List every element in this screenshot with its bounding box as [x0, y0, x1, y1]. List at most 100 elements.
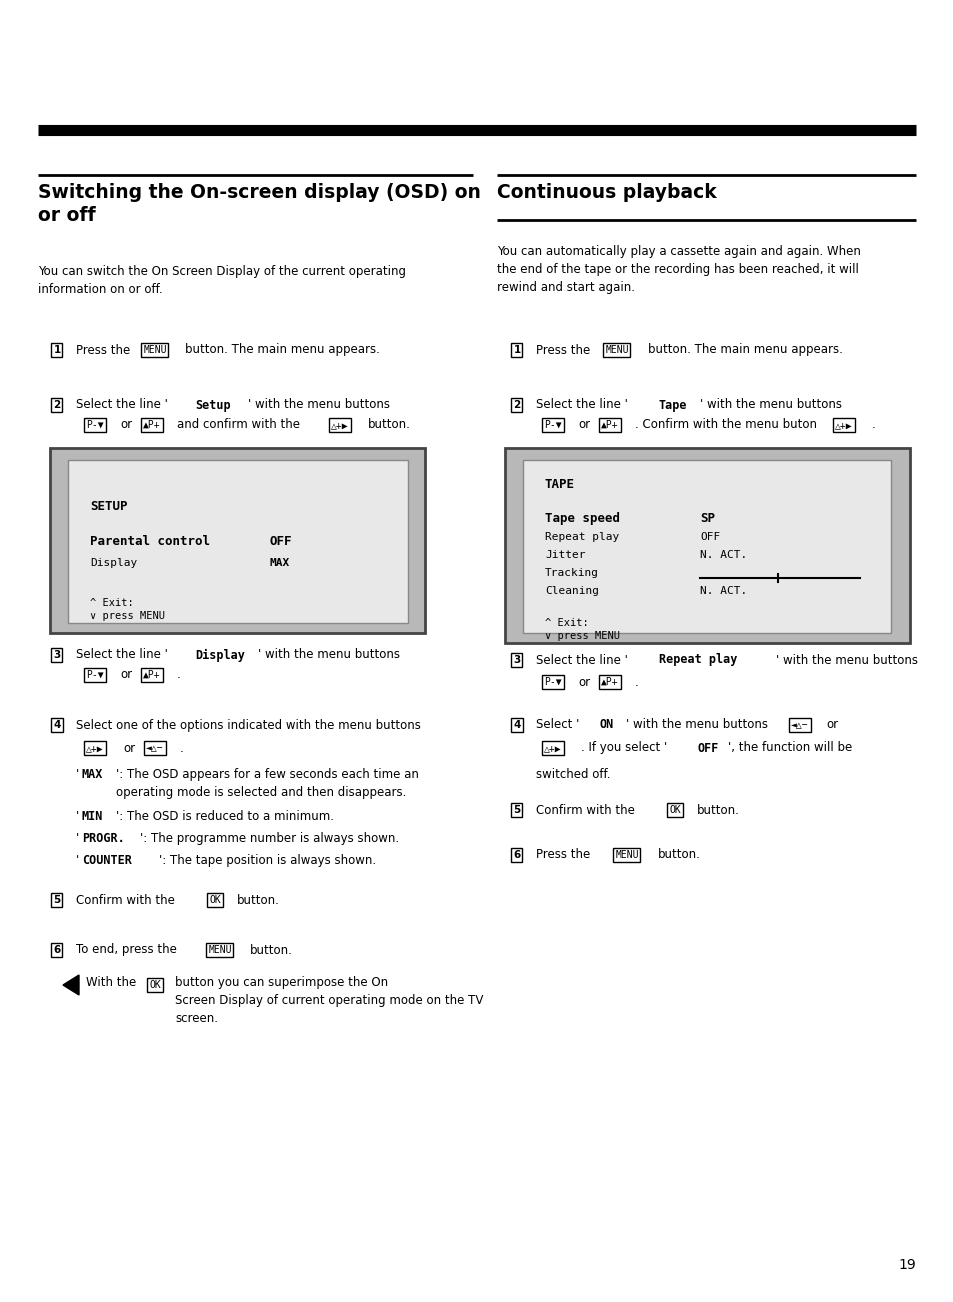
- Text: You can automatically play a cassette again and again. When
the end of the tape : You can automatically play a cassette ag…: [497, 245, 860, 294]
- Text: N. ACT.: N. ACT.: [700, 586, 746, 596]
- Text: ' with the menu buttons: ' with the menu buttons: [257, 648, 399, 661]
- Text: Press the: Press the: [76, 344, 133, 357]
- Text: ' with the menu buttons: ' with the menu buttons: [248, 398, 390, 411]
- Text: SETUP: SETUP: [90, 500, 128, 513]
- Text: PROGR.: PROGR.: [82, 832, 125, 845]
- Text: You can switch the On Screen Display of the current operating
information on or : You can switch the On Screen Display of …: [38, 266, 406, 296]
- Text: ON: ON: [599, 719, 614, 732]
- FancyBboxPatch shape: [504, 448, 909, 643]
- Text: and confirm with the: and confirm with the: [177, 418, 299, 431]
- Text: P-▼: P-▼: [543, 421, 561, 430]
- Text: MENU: MENU: [143, 345, 167, 355]
- Text: MENU: MENU: [615, 850, 639, 861]
- Text: Press the: Press the: [536, 344, 594, 357]
- Text: ▲P+: ▲P+: [600, 677, 618, 687]
- Text: N. ACT.: N. ACT.: [700, 549, 746, 560]
- Text: or: or: [825, 719, 838, 732]
- Text: To end, press the: To end, press the: [76, 944, 180, 957]
- Text: 19: 19: [898, 1258, 915, 1272]
- Text: 4: 4: [53, 720, 61, 730]
- Text: 2: 2: [53, 400, 61, 410]
- Text: .: .: [871, 418, 875, 431]
- Text: With the: With the: [86, 976, 140, 990]
- Text: Tracking: Tracking: [544, 568, 598, 578]
- Text: Tape speed: Tape speed: [544, 512, 619, 525]
- Text: △+▶: △+▶: [331, 421, 349, 430]
- Text: P-▼: P-▼: [86, 671, 104, 680]
- Text: 5: 5: [513, 805, 520, 815]
- Text: or: or: [578, 418, 590, 431]
- Text: 3: 3: [53, 650, 61, 660]
- FancyBboxPatch shape: [68, 460, 408, 622]
- Text: OK: OK: [149, 980, 161, 990]
- FancyBboxPatch shape: [522, 460, 890, 633]
- FancyBboxPatch shape: [50, 448, 424, 633]
- Text: button. The main menu appears.: button. The main menu appears.: [185, 344, 379, 357]
- Text: Cleaning: Cleaning: [544, 586, 598, 596]
- Text: . If you select ': . If you select ': [580, 742, 666, 754]
- Text: or: or: [120, 668, 132, 681]
- Text: switched off.: switched off.: [536, 768, 610, 781]
- Text: OK: OK: [209, 894, 221, 905]
- Text: button.: button.: [250, 944, 293, 957]
- Text: ': The programme number is always shown.: ': The programme number is always shown.: [140, 832, 398, 845]
- Text: button you can superimpose the On
Screen Display of current operating mode on th: button you can superimpose the On Screen…: [174, 976, 483, 1025]
- Text: . Confirm with the menu buton: . Confirm with the menu buton: [635, 418, 816, 431]
- Text: Switching the On-screen display (OSD) on
or off: Switching the On-screen display (OSD) on…: [38, 184, 480, 225]
- Text: Parental control: Parental control: [90, 535, 210, 548]
- Text: ' with the menu buttons: ' with the menu buttons: [625, 719, 767, 732]
- Text: Display: Display: [90, 559, 137, 568]
- Text: △+▶: △+▶: [543, 743, 561, 753]
- Text: or: or: [123, 742, 135, 754]
- Text: ': ': [76, 854, 79, 867]
- Text: 5: 5: [53, 894, 61, 905]
- Text: △+▶: △+▶: [834, 421, 852, 430]
- Text: SP: SP: [700, 512, 714, 525]
- Text: Select one of the options indicated with the menu buttons: Select one of the options indicated with…: [76, 719, 420, 732]
- Text: ', the function will be: ', the function will be: [727, 742, 851, 754]
- Text: COUNTER: COUNTER: [82, 854, 132, 867]
- Text: .: .: [635, 676, 639, 689]
- Text: button.: button.: [697, 803, 740, 816]
- Polygon shape: [63, 975, 79, 995]
- Text: .: .: [177, 668, 180, 681]
- Text: Select the line ': Select the line ': [76, 648, 168, 661]
- Text: 4: 4: [513, 720, 520, 730]
- Text: P-▼: P-▼: [543, 677, 561, 687]
- Text: 6: 6: [513, 850, 520, 861]
- Text: MENU: MENU: [604, 345, 628, 355]
- Text: or: or: [120, 418, 132, 431]
- Text: ^ Exit:
∨ press MENU: ^ Exit: ∨ press MENU: [544, 618, 619, 641]
- Text: ': The OSD appears for a few seconds each time an
operating mode is selected and: ': The OSD appears for a few seconds eac…: [116, 768, 418, 799]
- Text: button.: button.: [658, 849, 700, 862]
- Text: 3: 3: [513, 655, 520, 665]
- Text: ◄△−: ◄△−: [146, 743, 164, 753]
- Text: ': ': [76, 768, 79, 781]
- Text: OFF: OFF: [698, 742, 719, 754]
- Text: ': The tape position is always shown.: ': The tape position is always shown.: [159, 854, 375, 867]
- Text: Display: Display: [194, 648, 245, 661]
- Text: P-▼: P-▼: [86, 421, 104, 430]
- Text: 2: 2: [513, 400, 520, 410]
- Text: ^ Exit:
∨ press MENU: ^ Exit: ∨ press MENU: [90, 598, 165, 621]
- Text: Select ': Select ': [536, 719, 578, 732]
- Text: 1: 1: [53, 345, 61, 355]
- Text: button.: button.: [368, 418, 411, 431]
- Text: Repeat play: Repeat play: [659, 654, 737, 667]
- Text: ' with the menu buttons: ' with the menu buttons: [775, 654, 917, 667]
- Text: Press the: Press the: [536, 849, 594, 862]
- Text: TAPE: TAPE: [544, 478, 575, 491]
- Text: Select the line ': Select the line ': [536, 398, 627, 411]
- Text: ': The OSD is reduced to a minimum.: ': The OSD is reduced to a minimum.: [116, 810, 334, 823]
- Text: ': ': [76, 810, 79, 823]
- Text: ▲P+: ▲P+: [143, 671, 161, 680]
- Text: button. The main menu appears.: button. The main menu appears.: [647, 344, 842, 357]
- Text: Confirm with the: Confirm with the: [76, 893, 178, 906]
- Text: button.: button.: [236, 893, 279, 906]
- Text: MIN: MIN: [82, 810, 103, 823]
- Text: or: or: [578, 676, 590, 689]
- Text: Confirm with the: Confirm with the: [536, 803, 638, 816]
- Text: Jitter: Jitter: [544, 549, 585, 560]
- Text: .: .: [180, 742, 184, 754]
- Text: Repeat play: Repeat play: [544, 533, 618, 542]
